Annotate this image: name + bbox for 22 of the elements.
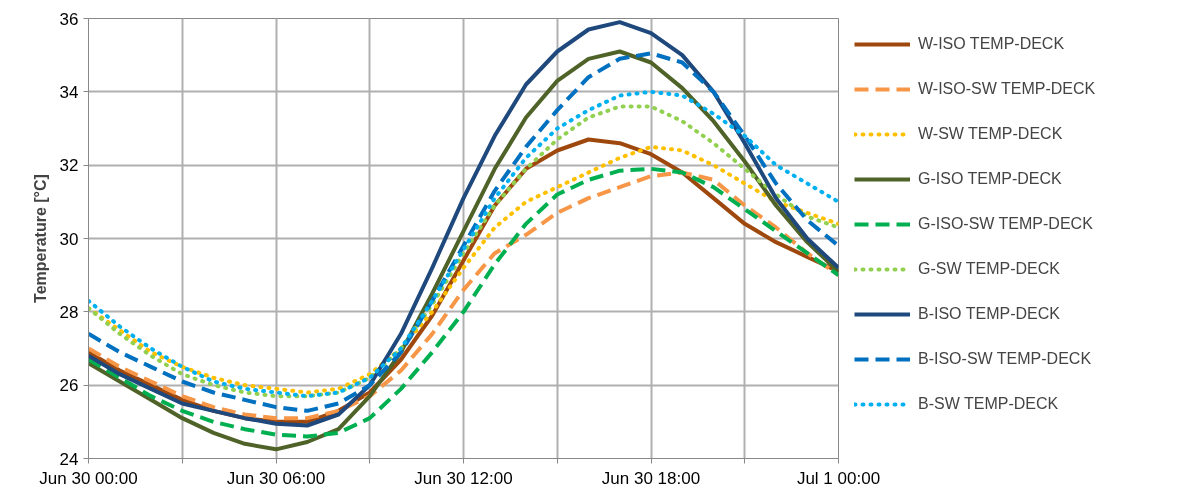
x-tick-label: Jun 30 06:00 — [226, 468, 326, 488]
y-tick-label: 32 — [59, 156, 79, 176]
legend-label: W-ISO-SW TEMP-DECK — [918, 80, 1096, 98]
legend-label: W-SW TEMP-DECK — [918, 125, 1063, 143]
legend-label: G-SW TEMP-DECK — [918, 260, 1060, 278]
y-axis-title: Temperature [°C] — [31, 174, 49, 303]
y-tick-label: 34 — [59, 82, 79, 102]
legend-label: B-ISO-SW TEMP-DECK — [918, 350, 1092, 368]
x-tick-label: Jul 1 00:00 — [796, 468, 881, 488]
x-tick-label: Jun 30 18:00 — [601, 468, 701, 488]
y-tick-label: 36 — [59, 9, 79, 29]
legend-label: B-ISO TEMP-DECK — [918, 305, 1060, 323]
y-tick-label: 30 — [59, 229, 79, 249]
legend-label: B-SW TEMP-DECK — [918, 395, 1059, 413]
legend-label: G-ISO-SW TEMP-DECK — [918, 215, 1093, 233]
y-tick-label: 24 — [59, 449, 79, 469]
x-tick-label: Jun 30 00:00 — [39, 468, 138, 488]
x-tick-label: Jun 30 12:00 — [414, 468, 513, 488]
y-tick-label: 26 — [59, 376, 79, 396]
y-tick-label: 28 — [59, 302, 79, 322]
legend-label: W-ISO TEMP-DECK — [918, 35, 1065, 53]
legend-label: G-ISO TEMP-DECK — [918, 170, 1062, 188]
